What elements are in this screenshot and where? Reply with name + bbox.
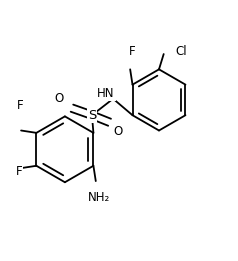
Text: NH₂: NH₂ xyxy=(88,191,110,204)
Text: Cl: Cl xyxy=(175,45,187,58)
Text: O: O xyxy=(113,125,122,138)
Text: O: O xyxy=(55,92,64,105)
Text: F: F xyxy=(16,165,22,178)
Text: F: F xyxy=(17,99,24,112)
Text: S: S xyxy=(88,109,96,122)
Text: F: F xyxy=(129,45,135,58)
Text: HN: HN xyxy=(97,87,115,100)
